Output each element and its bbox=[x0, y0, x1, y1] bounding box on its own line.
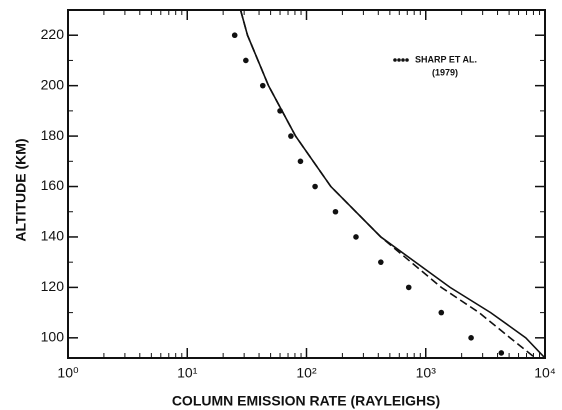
legend-marker bbox=[405, 58, 409, 62]
data-point bbox=[231, 32, 238, 39]
data-point bbox=[312, 183, 318, 190]
legend-label: SHARP ET AL. bbox=[415, 54, 477, 64]
data-point bbox=[297, 158, 304, 165]
legend-note: (1979) bbox=[432, 67, 458, 77]
x-tick-label: 10¹ bbox=[177, 365, 198, 381]
data-point bbox=[243, 57, 249, 64]
data-point bbox=[468, 335, 474, 341]
x-axis-label: COLUMN EMISSION RATE (RAYLEIGHS) bbox=[172, 393, 440, 409]
data-point bbox=[438, 309, 445, 316]
data-point bbox=[353, 234, 359, 240]
x-tick-label: 10² bbox=[296, 365, 317, 381]
data-point bbox=[288, 133, 294, 139]
y-tick-label: 220 bbox=[41, 26, 65, 42]
data-point bbox=[277, 108, 283, 114]
y-tick-label: 140 bbox=[41, 228, 65, 244]
curve bbox=[239, 10, 545, 358]
x-tick-label: 10⁴ bbox=[534, 365, 556, 381]
legend-marker bbox=[393, 58, 397, 62]
y-tick-label: 120 bbox=[41, 278, 65, 294]
y-tick-label: 160 bbox=[41, 177, 65, 193]
y-axis-label: ALTITUDE (KM) bbox=[13, 138, 29, 241]
data-point bbox=[378, 259, 384, 265]
curve bbox=[239, 10, 536, 358]
y-tick-label: 100 bbox=[41, 329, 65, 345]
legend-marker bbox=[401, 58, 405, 62]
data-point bbox=[498, 350, 505, 356]
data-point bbox=[332, 208, 339, 215]
data-point bbox=[259, 82, 266, 89]
y-tick-label: 200 bbox=[41, 76, 65, 92]
x-tick-label: 10³ bbox=[416, 365, 437, 381]
data-point bbox=[405, 284, 412, 291]
legend-marker bbox=[397, 58, 401, 62]
y-tick-label: 180 bbox=[41, 127, 65, 143]
x-tick-label: 10⁰ bbox=[57, 365, 79, 381]
